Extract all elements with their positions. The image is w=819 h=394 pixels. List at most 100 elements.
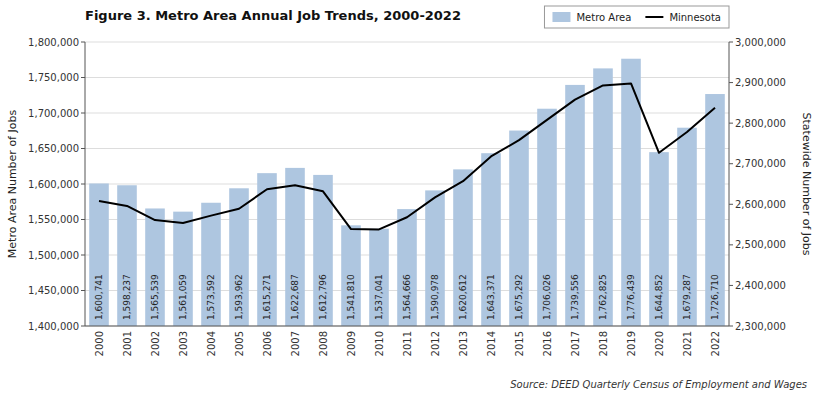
chart: 1,600,741 1,598,237 1,565,539 1,561,059 1,57… [0, 0, 819, 394]
bar [509, 131, 529, 326]
bar [593, 68, 613, 326]
bar [369, 229, 389, 326]
y2-tick [729, 285, 733, 286]
y-axis-title: Metro Area Number of Jobs [6, 110, 19, 259]
bar [649, 152, 669, 326]
bar [201, 203, 221, 326]
source-note: Source: DEED Quarterly Census of Employm… [510, 379, 807, 390]
data-label: 1,643,371 [486, 274, 496, 320]
y2-tick-label: 2,400,000 [735, 280, 786, 291]
x-tick-label: 2022 [710, 331, 721, 356]
bar [537, 109, 557, 326]
y2-tick-label: 2,300,000 [735, 321, 786, 332]
y2-tick [729, 326, 733, 327]
y-tick-label: 1,400,000 [28, 321, 79, 332]
x-tick-label: 2016 [542, 331, 553, 356]
x-tick-label: 2001 [122, 331, 133, 356]
x-axis-line [85, 326, 729, 327]
bar [285, 168, 305, 326]
y-tick-label: 1,700,000 [28, 108, 79, 119]
data-label: 1,600,741 [94, 274, 104, 320]
y-tick [81, 42, 85, 43]
y2-tick-label: 2,900,000 [735, 77, 786, 88]
y2-tick [729, 123, 733, 124]
y2-tick-label: 3,000,000 [735, 37, 786, 48]
x-tick-label: 2011 [402, 331, 413, 356]
bar [481, 153, 501, 326]
plot-area [89, 59, 725, 326]
legend: Metro Area Minnesota [544, 6, 729, 28]
y-tick-label: 1,600,000 [28, 179, 79, 190]
y-tick [81, 219, 85, 220]
data-label: 1,561,059 [178, 274, 188, 320]
legend-frame [544, 6, 729, 28]
data-label: 1,675,292 [514, 274, 524, 320]
data-label: 1,598,237 [122, 274, 132, 320]
x-tick-label: 2002 [150, 331, 161, 356]
background [0, 0, 819, 394]
y-tick-label: 1,450,000 [28, 285, 79, 296]
x-tick-label: 2008 [318, 331, 329, 356]
bar [89, 183, 109, 326]
bar [173, 212, 193, 326]
y-tick-label: 1,500,000 [28, 250, 79, 261]
legend-label: Minnesota [669, 12, 721, 23]
y-tick [81, 148, 85, 149]
title: Figure 3. Metro Area Annual Job Trends, … [85, 8, 461, 23]
legend-label: Metro Area [576, 12, 631, 23]
grid-line [85, 326, 729, 327]
y-tick [81, 113, 85, 114]
axes: 1,400,000 1,450,000 1,500,000 1,550,000 1,60… [28, 37, 786, 357]
x-tick-label: 2004 [206, 331, 217, 356]
data-label: 1,573,592 [206, 274, 216, 320]
x-tick-label: 2012 [430, 331, 441, 356]
x-tick-label: 2013 [458, 331, 469, 356]
data-label: 1,644,852 [654, 274, 664, 320]
x-tick-label: 2007 [290, 331, 301, 356]
y2-tick [729, 82, 733, 83]
x-tick-label: 2010 [374, 331, 385, 356]
y-tick [81, 77, 85, 78]
y2-tick [729, 244, 733, 245]
x-tick-label: 2018 [598, 331, 609, 356]
data-label: 1,612,796 [318, 274, 328, 320]
bar [677, 128, 697, 326]
data-label: 1,590,978 [430, 274, 440, 320]
x-tick-label: 2006 [262, 331, 273, 356]
data-labels: 1,600,741 1,598,237 1,565,539 1,561,059 1,57… [94, 274, 720, 320]
y-tick-label: 1,550,000 [28, 214, 79, 225]
x-tick-label: 2009 [346, 331, 357, 356]
data-label: 1,706,026 [542, 274, 552, 320]
bar [257, 173, 277, 326]
y-tick-label: 1,650,000 [28, 143, 79, 154]
grid-line [85, 42, 729, 43]
bar [705, 94, 725, 326]
x-tick-label: 2000 [94, 331, 105, 356]
data-label: 1,726,710 [710, 274, 720, 320]
bar [397, 209, 417, 326]
x-tick-label: 2005 [234, 331, 245, 356]
data-label: 1,615,271 [262, 274, 272, 320]
data-label: 1,564,666 [402, 274, 412, 320]
legend-swatch [645, 16, 663, 18]
bar [453, 169, 473, 326]
data-label: 1,622,687 [290, 274, 300, 320]
x-tick-label: 2020 [654, 331, 665, 356]
y2-tick-label: 2,500,000 [735, 239, 786, 250]
x-tick-label: 2015 [514, 331, 525, 356]
data-label: 1,537,041 [374, 274, 384, 320]
data-label: 1,565,539 [150, 274, 160, 320]
grid [85, 42, 729, 326]
line [99, 83, 715, 229]
y-tick [81, 255, 85, 256]
y2-tick [729, 163, 733, 164]
bar [341, 225, 361, 326]
data-label: 1,762,825 [598, 274, 608, 320]
y2-axis-line [729, 42, 730, 326]
y2-tick-label: 2,800,000 [735, 118, 786, 129]
x-tick-label: 2017 [570, 331, 581, 356]
data-label: 1,739,556 [570, 274, 580, 320]
bar [565, 85, 585, 326]
legend-swatch [552, 12, 570, 22]
y-tick-label: 1,800,000 [28, 37, 79, 48]
